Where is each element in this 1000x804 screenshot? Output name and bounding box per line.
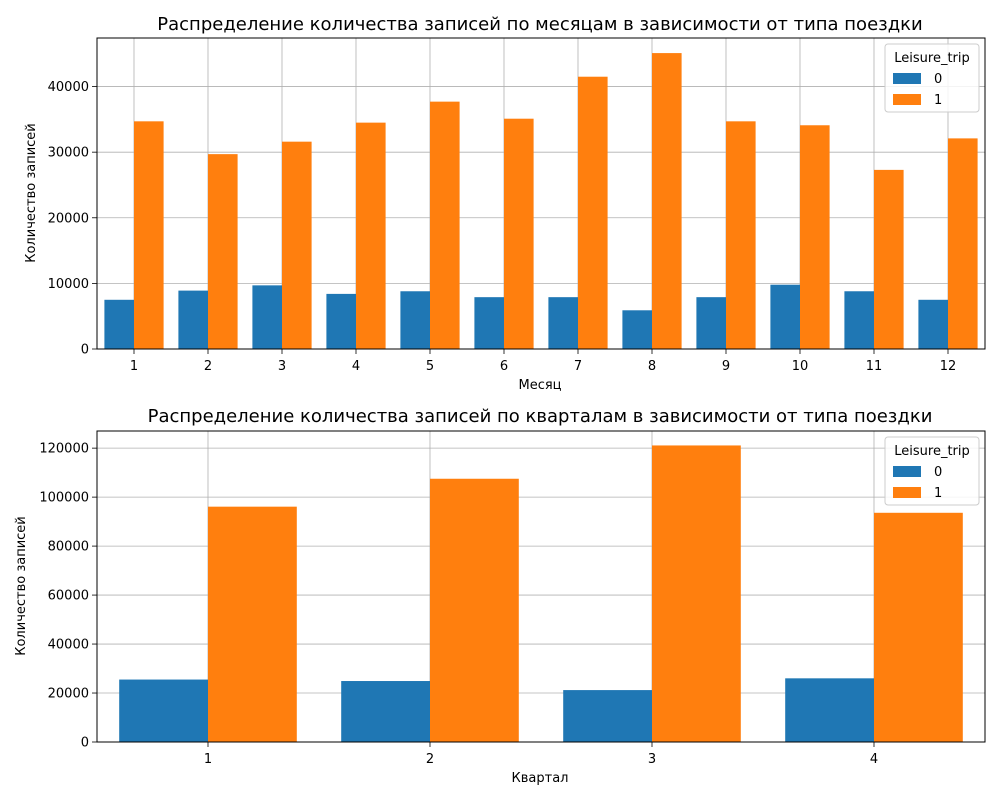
monthly-x-tick-label: 8 bbox=[648, 359, 656, 374]
quarterly-bar-series-1 bbox=[874, 512, 963, 742]
monthly-bar-series-1 bbox=[504, 118, 534, 349]
quarterly-y-tick-label: 80000 bbox=[48, 540, 89, 555]
quarterly-x-tick-label: 1 bbox=[204, 752, 212, 767]
quarterly-y-tick-label: 100000 bbox=[39, 491, 89, 506]
monthly-bar-series-0 bbox=[178, 290, 208, 349]
monthly-bar-series-1 bbox=[800, 125, 830, 350]
monthly-x-axis-label: Месяц bbox=[518, 378, 561, 393]
monthly-bar-series-1 bbox=[874, 169, 904, 349]
monthly-legend-title: Leisure_trip bbox=[894, 51, 970, 66]
quarterly-legend-swatch-0 bbox=[893, 466, 921, 477]
monthly-bars bbox=[104, 53, 978, 350]
monthly-bar-series-1 bbox=[652, 53, 682, 349]
quarterly-y-tick-label: 20000 bbox=[48, 687, 89, 702]
monthly-x-tick-label: 5 bbox=[426, 359, 434, 374]
monthly-bar-series-0 bbox=[400, 291, 430, 349]
monthly-y-tick-label: 40000 bbox=[48, 80, 89, 95]
quarterly-y-tick-label: 120000 bbox=[39, 442, 89, 457]
monthly-bar-series-1 bbox=[356, 122, 386, 349]
monthly-x-tick-label: 11 bbox=[866, 359, 883, 374]
monthly-y-tick-label: 30000 bbox=[48, 146, 89, 161]
monthly-x-tick-label: 10 bbox=[792, 359, 809, 374]
quarterly-x-tick-label: 4 bbox=[870, 752, 878, 767]
quarterly-legend: Leisure_trip 0 1 bbox=[884, 436, 980, 506]
quarterly-bar-series-1 bbox=[208, 506, 297, 742]
monthly-legend-label-0: 0 bbox=[934, 72, 942, 87]
monthly-bar-series-0 bbox=[252, 285, 282, 349]
monthly-bar-series-0 bbox=[622, 310, 652, 349]
quarterly-chart-title: Распределение количества записей по квар… bbox=[148, 406, 933, 427]
monthly-y-tick-label: 20000 bbox=[48, 211, 89, 226]
quarterly-x-tick-label: 3 bbox=[648, 752, 656, 767]
quarterly-legend-swatch-1 bbox=[893, 487, 921, 498]
monthly-legend: Leisure_trip 0 1 bbox=[884, 43, 980, 113]
monthly-x-tick-label: 7 bbox=[574, 359, 582, 374]
quarterly-plot-frame bbox=[96, 430, 986, 743]
monthly-x-tick-label: 4 bbox=[352, 359, 360, 374]
monthly-bar-series-1 bbox=[948, 138, 978, 349]
monthly-chart-title: Распределение количества записей по меся… bbox=[157, 14, 922, 35]
quarterly-x-axis-label: Квартал bbox=[512, 771, 569, 786]
monthly-bar-series-0 bbox=[918, 299, 948, 349]
monthly-bar-series-0 bbox=[770, 284, 800, 349]
monthly-x-tick-label: 12 bbox=[940, 359, 957, 374]
monthly-x-tick-label: 1 bbox=[130, 359, 138, 374]
quarterly-bar-series-1 bbox=[652, 445, 741, 742]
quarterly-bar-series-0 bbox=[563, 690, 652, 742]
monthly-bar-series-1 bbox=[134, 121, 164, 350]
monthly-bar-series-1 bbox=[578, 76, 608, 349]
quarterly-x-tick-label: 2 bbox=[426, 752, 434, 767]
monthly-x-tick-label: 9 bbox=[722, 359, 730, 374]
monthly-bar-series-0 bbox=[844, 291, 874, 349]
monthly-bar-series-0 bbox=[104, 299, 134, 349]
quarterly-y-tick-label: 40000 bbox=[48, 638, 89, 653]
quarterly-bars bbox=[119, 445, 963, 742]
quarterly-legend-title: Leisure_trip bbox=[894, 444, 970, 459]
monthly-plot-frame bbox=[96, 37, 986, 350]
quarterly-legend-label-0: 0 bbox=[934, 465, 942, 480]
monthly-bar-series-0 bbox=[548, 297, 578, 349]
monthly-y-tick-label: 10000 bbox=[48, 277, 89, 292]
monthly-x-tick-label: 3 bbox=[278, 359, 286, 374]
monthly-bar-series-1 bbox=[208, 154, 238, 349]
monthly-y-axis-label: Количество записей bbox=[24, 123, 39, 263]
monthly-bar-series-0 bbox=[696, 297, 726, 349]
quarterly-y-tick-label: 60000 bbox=[48, 589, 89, 604]
monthly-x-tick-label: 2 bbox=[204, 359, 212, 374]
monthly-y-tick-label: 0 bbox=[81, 343, 89, 358]
monthly-legend-label-1: 1 bbox=[934, 93, 942, 108]
monthly-bar-series-0 bbox=[474, 297, 504, 349]
monthly-legend-swatch-0 bbox=[893, 73, 921, 84]
monthly-bar-series-1 bbox=[282, 141, 312, 349]
monthly-chart: Распределение количества записей по меся… bbox=[24, 14, 986, 393]
quarterly-chart: Распределение количества записей по квар… bbox=[14, 406, 986, 786]
monthly-legend-swatch-1 bbox=[893, 94, 921, 105]
quarterly-bar-series-0 bbox=[341, 681, 430, 742]
monthly-bar-series-1 bbox=[726, 121, 756, 350]
quarterly-bar-series-0 bbox=[785, 678, 874, 742]
monthly-bar-series-0 bbox=[326, 293, 356, 349]
quarterly-bar-series-0 bbox=[119, 679, 208, 742]
quarterly-y-tick-label: 0 bbox=[81, 736, 89, 751]
quarterly-y-axis-label: Количество записей bbox=[14, 516, 29, 656]
quarterly-axes: 0 20000 40000 60000 80000 100000 120000 1 2 3 4 bbox=[39, 430, 986, 767]
monthly-bar-series-1 bbox=[430, 101, 460, 349]
quarterly-bar-series-1 bbox=[430, 478, 519, 742]
monthly-x-tick-label: 6 bbox=[500, 359, 508, 374]
quarterly-legend-label-1: 1 bbox=[934, 486, 942, 501]
